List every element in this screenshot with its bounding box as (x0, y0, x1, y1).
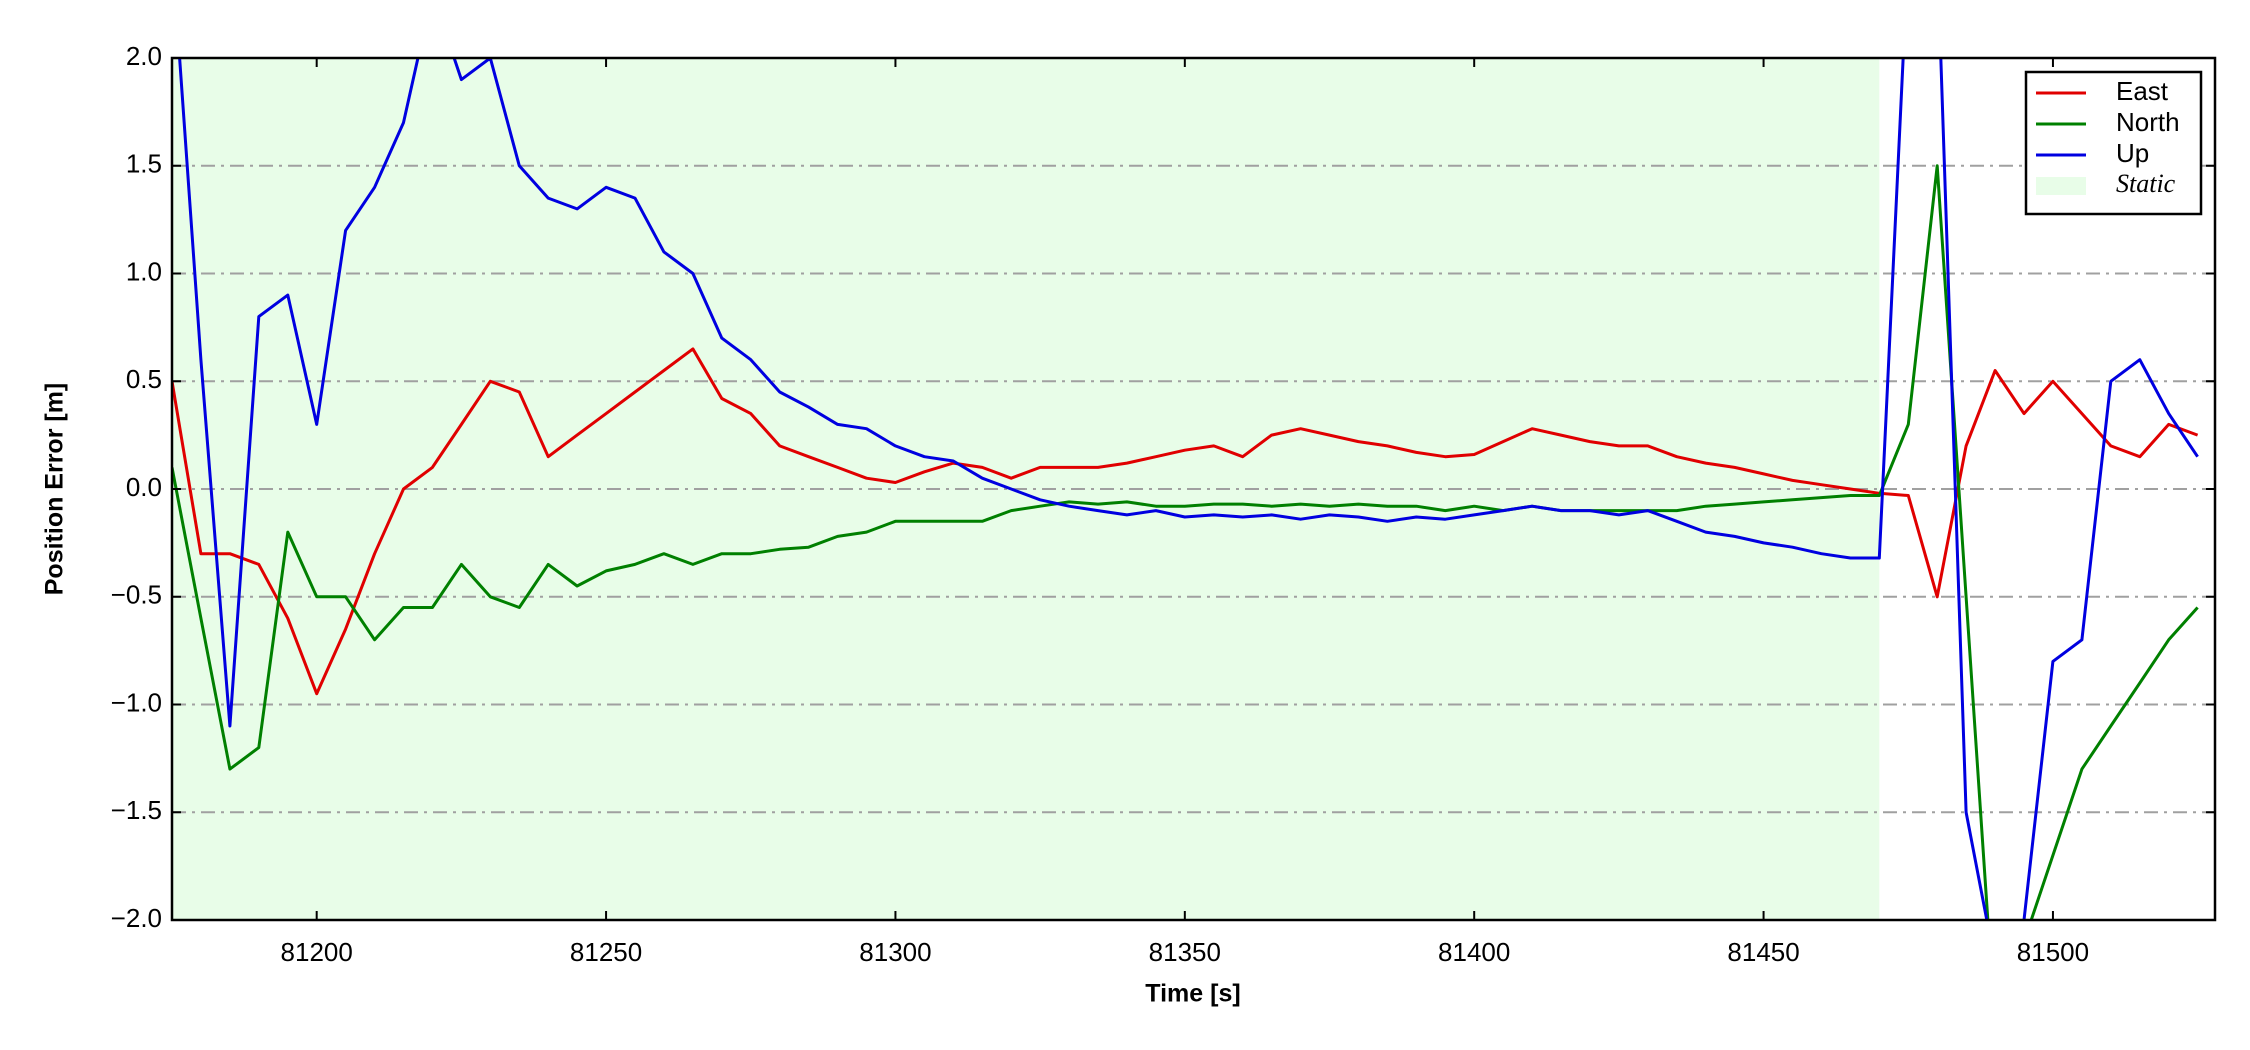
legend-swatch (2036, 177, 2086, 195)
series-line (172, 164, 2199, 920)
y-tick-label: −0.5 (111, 580, 162, 610)
legend-label: Up (2116, 138, 2149, 168)
x-tick-label: 81450 (1727, 937, 1799, 967)
y-tick-label: −1.0 (111, 687, 162, 717)
x-tick-label: 81200 (281, 937, 353, 967)
y-tick-label: 2.0 (126, 41, 162, 71)
legend-label: East (2116, 76, 2169, 106)
y-tick-label: −2.0 (111, 903, 162, 933)
x-axis-title: Time [s] (1145, 980, 1240, 1008)
series-line (178, 58, 2199, 920)
x-tick-label: 81400 (1438, 937, 1510, 967)
axes: −2.0 −1.5 −1.0 −0.5 0.0 0.5 1.0 1.5 2.0 81200 8125… (111, 41, 2217, 967)
y-tick-label: 0.5 (126, 364, 162, 394)
grid (172, 164, 2215, 814)
y-tick-label: 1.5 (126, 149, 162, 179)
lines (172, 58, 2199, 920)
x-tick-label: 81500 (2017, 937, 2089, 967)
legend-label: Static (2116, 169, 2176, 198)
y-tick-label: −1.5 (111, 795, 162, 825)
y-tick-label: 0.0 (126, 472, 162, 502)
x-tick-label: 81300 (859, 937, 931, 967)
series-line (172, 347, 2199, 696)
y-tick-label: 1.0 (126, 256, 162, 286)
x-tick-label: 81250 (570, 937, 642, 967)
y-axis-title: Position Error [m] (41, 383, 69, 596)
x-tick-label: 81350 (1149, 937, 1221, 967)
legend-label: North (2116, 107, 2180, 137)
plot-frame (170, 56, 2217, 922)
